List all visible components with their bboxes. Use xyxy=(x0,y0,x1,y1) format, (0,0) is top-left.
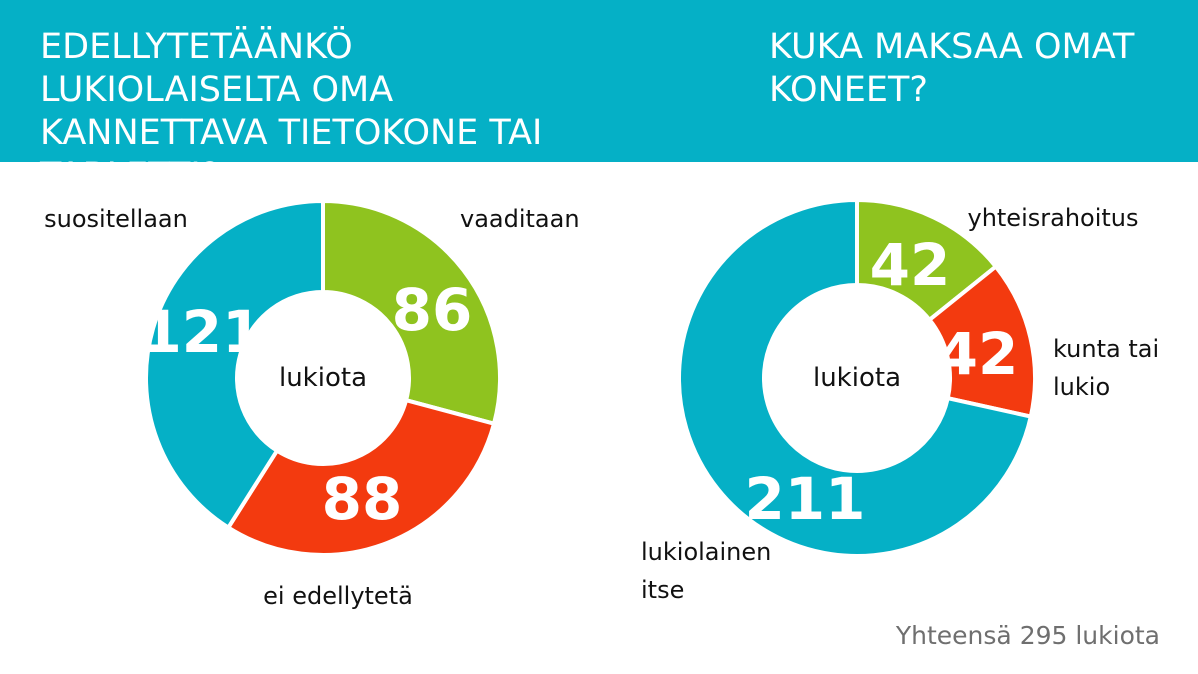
slice-value-label: 211 xyxy=(744,465,865,533)
right-chart-title: KUKA MAKSAA OMAT KONEET? xyxy=(769,27,1135,110)
slice-value-label: 86 xyxy=(392,276,473,344)
category-label: suositellaan xyxy=(44,205,188,233)
slice-value-label: 88 xyxy=(322,465,403,533)
category-label: ei edellytetä xyxy=(263,582,413,610)
center-label: lukiota xyxy=(813,363,901,393)
header-banner: EDELLYTETÄÄNKÖ LUKIOLAISELTA OMA KANNETT… xyxy=(0,0,1198,196)
left-chart-title: EDELLYTETÄÄNKÖ LUKIOLAISELTA OMA KANNETT… xyxy=(40,27,543,196)
donut-slice xyxy=(226,398,497,557)
total-note: Yhteensä 295 lukiota xyxy=(895,621,1160,650)
category-label: lukiolainen xyxy=(641,538,771,566)
donut-slice xyxy=(677,198,1033,558)
category-label: kunta tai xyxy=(1053,335,1159,363)
donut-slice xyxy=(144,199,325,530)
donut-slice xyxy=(321,199,502,426)
category-label: lukio xyxy=(1053,373,1110,401)
category-label: itse xyxy=(641,576,684,604)
category-label: yhteisrahoitus xyxy=(967,204,1138,232)
center-label: lukiota xyxy=(279,363,367,393)
slice-value-label: 42 xyxy=(870,231,951,299)
slice-value-label: 42 xyxy=(938,320,1019,388)
category-label: vaaditaan xyxy=(460,205,580,233)
slice-value-label: 121 xyxy=(141,298,262,366)
